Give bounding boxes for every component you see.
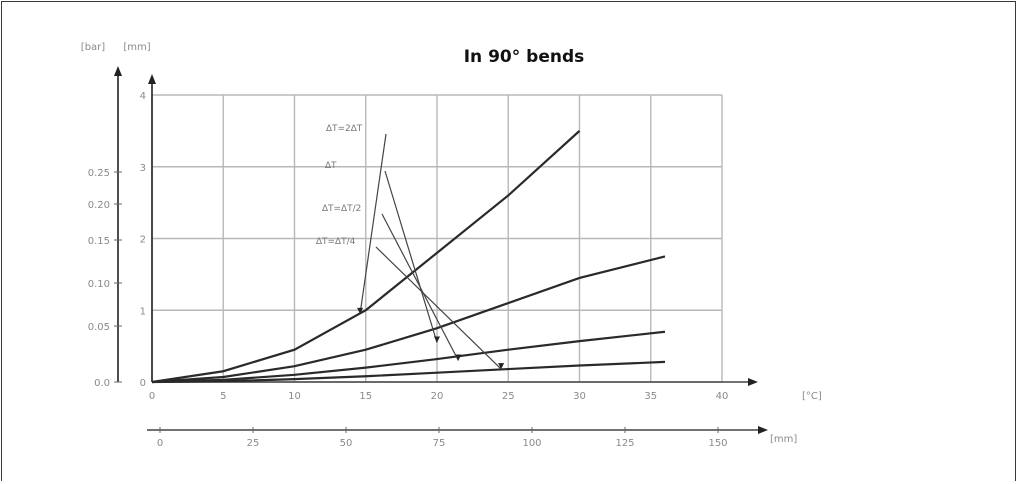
x-bottom-tick-label: 100 [522, 438, 541, 449]
y-left-tick-label: 0.10 [88, 279, 110, 290]
curve-leader [375, 246, 502, 370]
x-top-tick-label: 25 [502, 391, 515, 402]
y-right-tick-label: 3 [140, 163, 146, 174]
y-left-tick-label: 0.20 [88, 200, 110, 211]
y-left-tick-label: 0.0 [94, 378, 110, 389]
x-bottom-tick-label: 0 [157, 438, 163, 449]
x-bottom-tick-label: 75 [433, 438, 446, 449]
x-bottom-tick-label: 150 [708, 438, 727, 449]
y-left-unit: [bar] [81, 42, 105, 53]
chart-title: In 90° bends [464, 47, 585, 67]
y-left-tick-label: 0.05 [88, 322, 110, 333]
x-bottom-tick-label: 25 [247, 438, 260, 449]
x-bottom-tick-label: 50 [340, 438, 353, 449]
x-top-tick-label: 30 [573, 391, 586, 402]
curve-leader-arrow [455, 354, 462, 361]
y-right-arrow [148, 74, 156, 84]
series-line-2 [151, 255, 666, 384]
series-line-4 [151, 360, 666, 384]
x-top-tick-label: 0 [149, 391, 155, 402]
curve-label: ∆T=∆T/2 [321, 204, 361, 214]
y-left-tick-label: 0.15 [88, 236, 110, 247]
curve-label: ∆T=2∆T [325, 124, 363, 134]
x-top-tick-label: 15 [359, 391, 372, 402]
series-line-1 [151, 130, 581, 384]
x-bottom-tick-label: 125 [615, 438, 634, 449]
x-top-tick-label: 20 [431, 391, 444, 402]
x-bottom-arrow [758, 426, 768, 434]
y-left-arrow [114, 66, 122, 76]
curve-leader-arrow [498, 363, 505, 370]
x-bottom-unit: [mm] [770, 434, 797, 445]
curve-leader-arrow [434, 336, 440, 343]
curve-leader [384, 170, 438, 343]
curve-label: ∆T=∆T/4 [315, 237, 356, 247]
x-top-tick-label: 10 [288, 391, 301, 402]
y-right-tick-label: 1 [140, 306, 146, 317]
curve-label: ∆T [324, 161, 337, 171]
x-top-arrow [748, 378, 758, 386]
x-top-tick-label: 35 [644, 391, 657, 402]
y-right-tick-label: 4 [140, 91, 146, 102]
curve-leader-arrow [357, 307, 364, 314]
x-top-tick-label: 5 [220, 391, 226, 402]
y-left-tick-label: 0.25 [88, 168, 110, 179]
y-right-tick-label: 0 [140, 378, 146, 389]
x-top-tick-label: 40 [716, 391, 729, 402]
x-top-unit: [°C] [802, 391, 822, 402]
y-right-unit: [mm] [123, 42, 150, 53]
y-right-tick-label: 2 [140, 235, 146, 246]
series-line-3 [151, 330, 666, 384]
curve-leader [359, 133, 387, 314]
